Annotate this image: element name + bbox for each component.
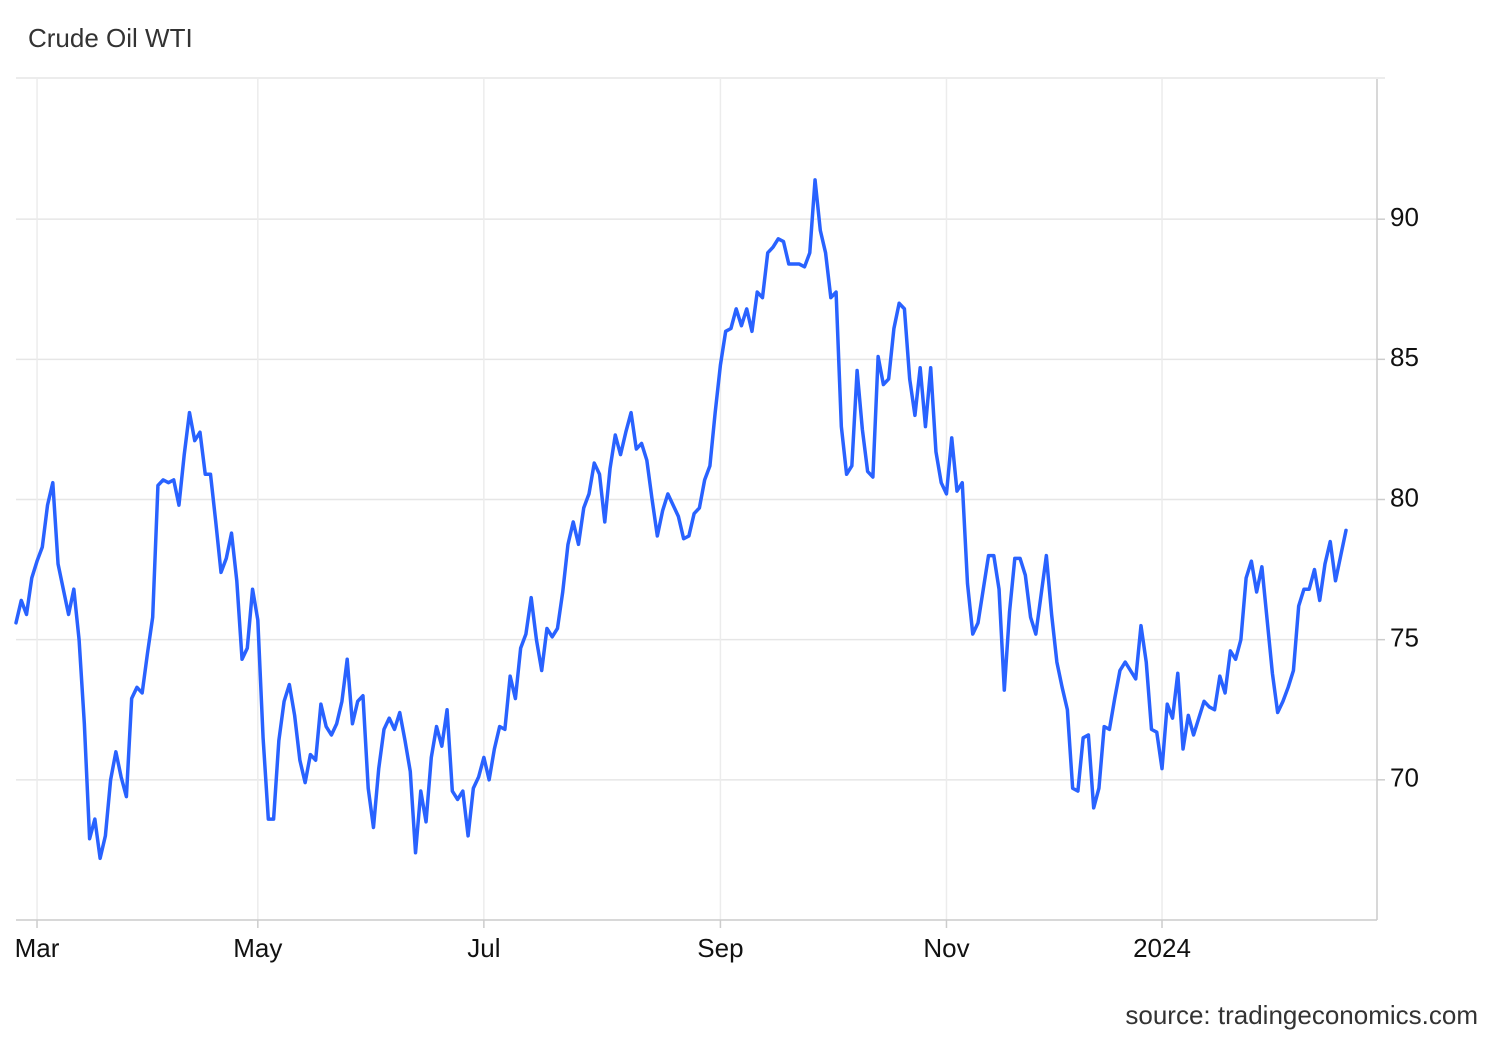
x-tick-label: Nov: [923, 933, 969, 963]
y-tick-label: 80: [1390, 482, 1419, 512]
y-tick-label: 75: [1390, 623, 1419, 653]
price-line: [14, 178, 1348, 861]
x-tick-label: 2024: [1133, 933, 1191, 963]
source: source: tradingeconomics.com: [1125, 1000, 1478, 1030]
y-tick-label: 90: [1390, 202, 1419, 232]
chart-title: Crude Oil WTI: [28, 23, 193, 53]
y-tick-label: 70: [1390, 763, 1419, 793]
y-tick-label: 85: [1390, 342, 1419, 372]
x-tick-label: Mar: [15, 933, 60, 963]
x-tick-label: Sep: [697, 933, 743, 963]
x-tick-label: Jul: [467, 933, 500, 963]
x-tick-label: May: [233, 933, 282, 963]
